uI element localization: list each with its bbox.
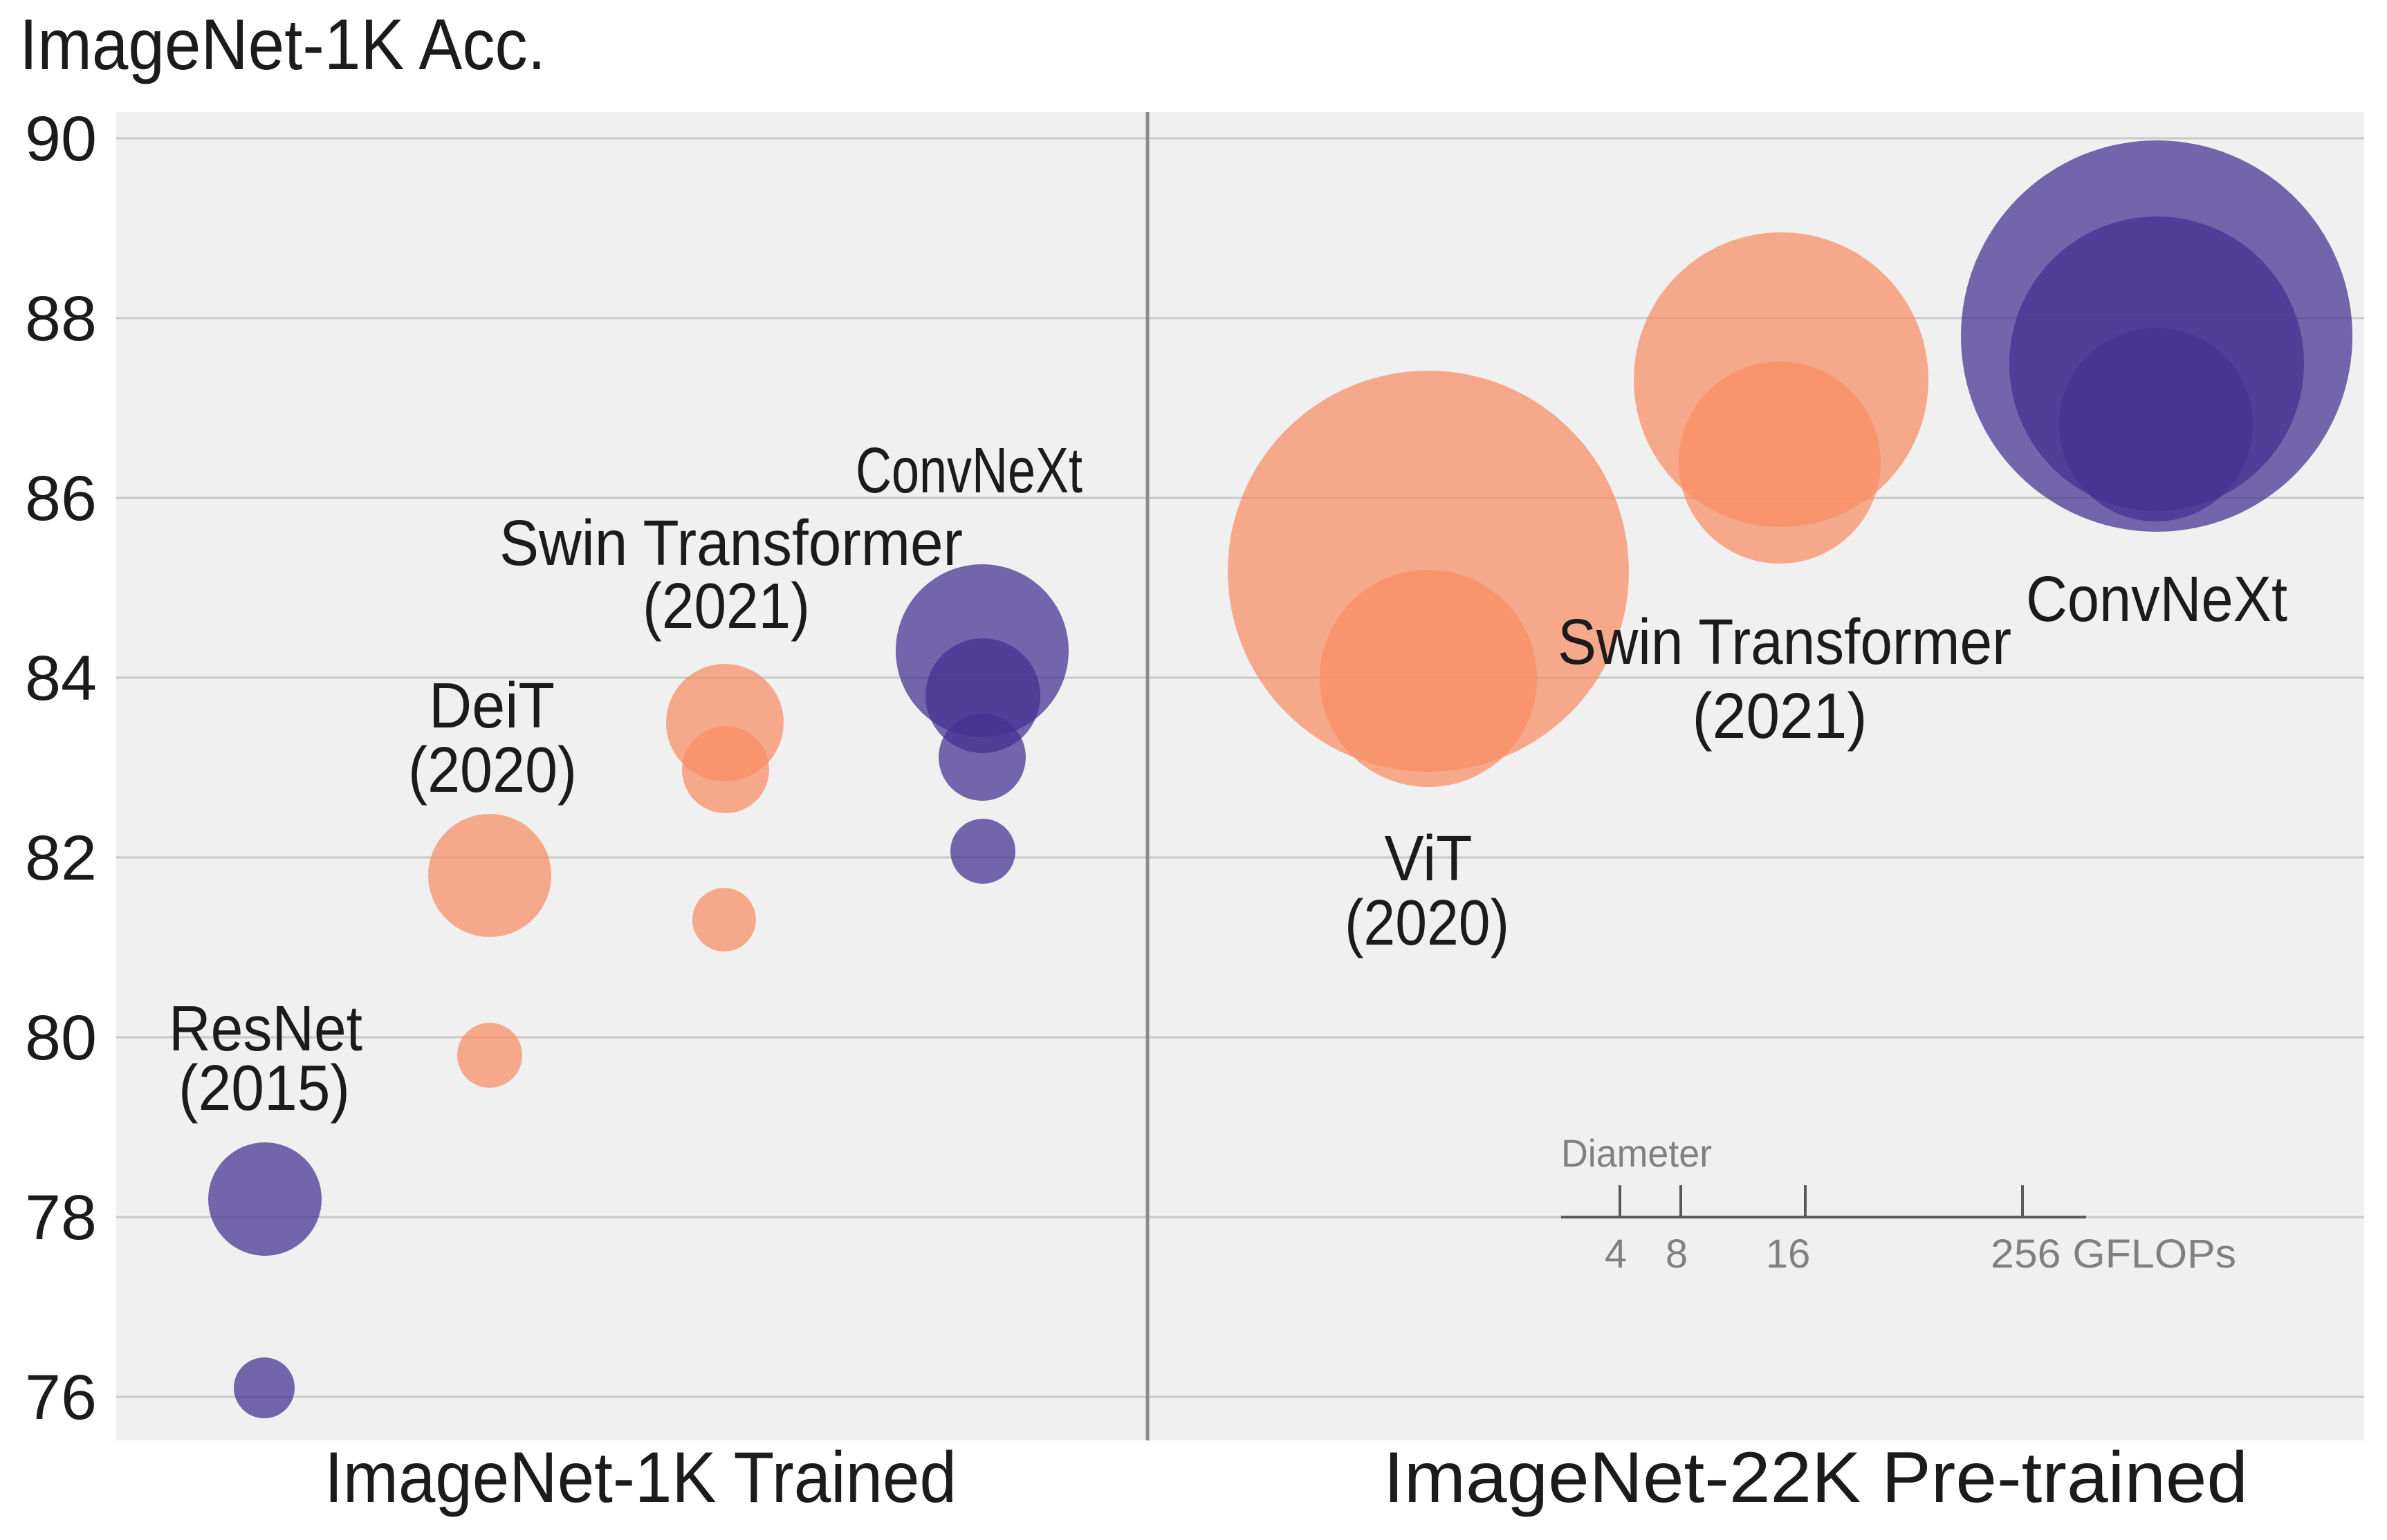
svg-text:ConvNeXt: ConvNeXt <box>856 434 1082 506</box>
svg-text:Swin Transformer: Swin Transformer <box>499 507 963 579</box>
svg-text:(2020): (2020) <box>1345 887 1509 958</box>
svg-text:86: 86 <box>25 463 97 534</box>
svg-text:ViT: ViT <box>1385 822 1473 894</box>
svg-text:4: 4 <box>1605 1232 1627 1277</box>
svg-text:(2020): (2020) <box>408 734 577 806</box>
svg-text:Swin Transformer: Swin Transformer <box>1558 606 2011 678</box>
svg-text:88: 88 <box>25 284 97 354</box>
svg-text:(2021): (2021) <box>1693 680 1868 752</box>
svg-text:ImageNet-22K Pre-trained: ImageNet-22K Pre-trained <box>1383 1438 2248 1518</box>
svg-text:8: 8 <box>1666 1232 1688 1277</box>
svg-text:DeiT: DeiT <box>429 669 555 741</box>
svg-text:76: 76 <box>25 1362 97 1433</box>
svg-text:90: 90 <box>25 104 97 174</box>
svg-text:ResNet: ResNet <box>169 992 362 1064</box>
svg-text:84: 84 <box>25 643 97 714</box>
svg-text:78: 78 <box>25 1182 97 1253</box>
svg-text:82: 82 <box>25 823 97 893</box>
svg-text:(2021): (2021) <box>643 570 810 642</box>
svg-text:Diameter: Diameter <box>1561 1131 1712 1175</box>
svg-text:256 GFLOPs: 256 GFLOPs <box>1991 1232 2236 1277</box>
svg-text:(2015): (2015) <box>178 1052 350 1124</box>
svg-text:ConvNeXt: ConvNeXt <box>2026 563 2287 635</box>
svg-text:80: 80 <box>25 1003 97 1073</box>
svg-text:ImageNet-1K Trained: ImageNet-1K Trained <box>324 1438 957 1518</box>
svg-text:ImageNet-1K Acc.: ImageNet-1K Acc. <box>19 5 546 85</box>
svg-text:16: 16 <box>1766 1232 1811 1277</box>
